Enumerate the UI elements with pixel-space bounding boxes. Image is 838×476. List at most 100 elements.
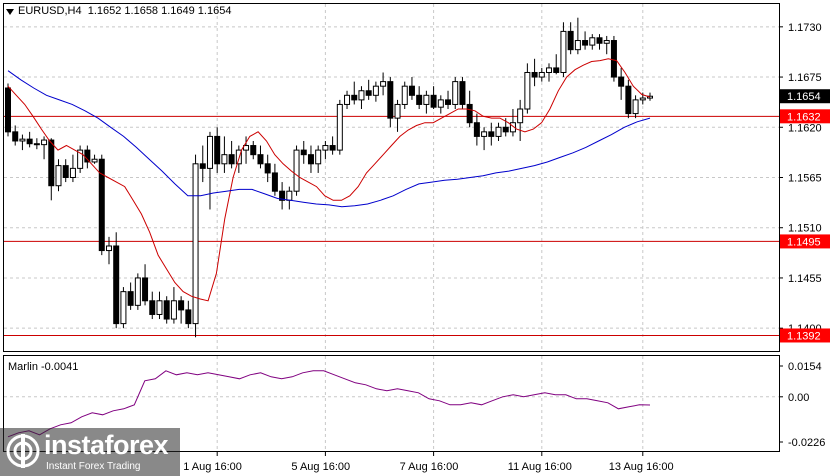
candle-bearish (365, 90, 372, 96)
indicator-tick-label: -0.0226 (788, 437, 825, 449)
candle-bullish (437, 99, 444, 108)
marlin-oscillator-line (7, 370, 651, 438)
candle-bearish (625, 85, 632, 115)
candle-bearish (257, 154, 264, 165)
candle-bullish (546, 67, 553, 73)
candle-bearish (26, 138, 33, 145)
candle-bearish (351, 94, 358, 101)
price-tick-label: 1.1510 (788, 223, 822, 235)
horizontal-levels (4, 115, 779, 336)
watermark-name: instaforex (44, 430, 169, 460)
candle-bearish (567, 30, 574, 51)
candle-bearish (214, 135, 221, 165)
candle-bullish (170, 300, 177, 320)
current-price-tag-bg (780, 89, 830, 104)
candle-bullish (632, 99, 639, 115)
candle-bearish (279, 190, 286, 201)
candle-bearish (149, 300, 156, 315)
candle-bearish (466, 103, 473, 124)
candle-bearish (142, 277, 149, 302)
price-tick-label: 1.1730 (788, 22, 822, 34)
candle-bullish (286, 190, 293, 201)
candle-bullish (589, 37, 596, 46)
candle-bullish (41, 139, 48, 146)
candle-bullish (509, 122, 516, 133)
candle-bullish (358, 90, 365, 101)
candle-bearish (307, 154, 314, 165)
candle-bullish (380, 81, 387, 87)
price-tags: 1.1654 1.1632 1.1495 1.1392 (780, 89, 830, 343)
level-tag-1392: 1.1392 (787, 330, 821, 342)
candle-bearish (430, 94, 437, 108)
candle-bearish (33, 143, 40, 146)
candle-bullish (315, 149, 322, 165)
candle-bearish (416, 94, 423, 105)
candle-bullish (77, 149, 84, 169)
candle-bearish (488, 131, 495, 137)
candle-bullish (401, 85, 408, 105)
candle-bearish (473, 122, 480, 137)
candle-bullish (120, 291, 127, 325)
symbol-dropdown-icon[interactable] (6, 9, 14, 15)
candle-bearish (199, 163, 206, 169)
candle-bullish (221, 154, 228, 165)
time-label: 13 Aug 16:00 (609, 461, 674, 473)
candle-bearish (408, 85, 415, 96)
level-tag-1392-bg (780, 328, 830, 343)
indicator-tick-label: 0.00 (788, 392, 809, 404)
candle-bullish (235, 149, 242, 165)
level-tag-1495-bg (780, 234, 830, 249)
candle-bearish (113, 245, 120, 325)
candle-bearish (387, 81, 394, 119)
moving-averages (7, 58, 651, 302)
price-tick-label: 1.1675 (788, 72, 822, 84)
candle-bullish (336, 103, 343, 151)
candle-bullish (423, 94, 430, 105)
price-tick-label: 1.1565 (788, 173, 822, 185)
candle-bearish (596, 37, 603, 44)
symbol-header: EURUSD,H4 1.1652 1.1658 1.1649 1.1654 (18, 5, 231, 17)
candle-bullish (538, 71, 545, 78)
time-label: 5 Aug 16:00 (291, 461, 350, 473)
candle-bullish (19, 138, 26, 142)
candle-bearish (553, 67, 560, 73)
instaforex-watermark: instaforex Instant Forex Trading (0, 428, 180, 476)
candle-bearish (445, 99, 452, 105)
candle-bullish (344, 94, 351, 105)
candle-bullish (372, 85, 379, 96)
time-label: 7 Aug 16:00 (400, 461, 459, 473)
candle-bullish (603, 40, 610, 44)
level-tag-1632-bg (780, 109, 830, 124)
candle-bearish (264, 163, 271, 174)
candle-bearish (163, 300, 170, 320)
level-tag-1632: 1.1632 (787, 111, 821, 123)
candle-bearish (250, 145, 257, 156)
candle-bullish (206, 135, 213, 169)
ohlc-values: 1.1652 1.1658 1.1649 1.1654 (87, 5, 232, 17)
candle-bullish (69, 167, 76, 179)
fast-moving-average-line (7, 58, 651, 302)
price-tick-label: 1.1620 (788, 122, 822, 134)
price-tick-label: 1.1455 (788, 273, 822, 285)
candle-bullish (105, 245, 112, 252)
candle-bearish (329, 145, 336, 151)
watermark-tagline: Instant Forex Trading (46, 461, 141, 472)
candle-bearish (459, 81, 466, 105)
candle-bullish (639, 97, 646, 101)
candle-bearish (12, 131, 19, 142)
candle-bullish (394, 103, 401, 119)
candlesticks (5, 17, 653, 338)
candle-bearish (582, 40, 589, 46)
candle-bearish (271, 172, 278, 192)
candle-bullish (524, 71, 531, 110)
candle-bullish (647, 95, 653, 99)
candle-bullish (243, 145, 250, 151)
candle-bullish (293, 149, 300, 192)
candle-bearish (178, 300, 185, 311)
indicator-tick-label: 0.0154 (788, 361, 822, 373)
candle-bullish (560, 30, 567, 73)
candle-bullish (574, 40, 581, 51)
candle-bullish (452, 81, 459, 105)
candle-bearish (228, 154, 235, 165)
candle-bullish (134, 277, 141, 306)
